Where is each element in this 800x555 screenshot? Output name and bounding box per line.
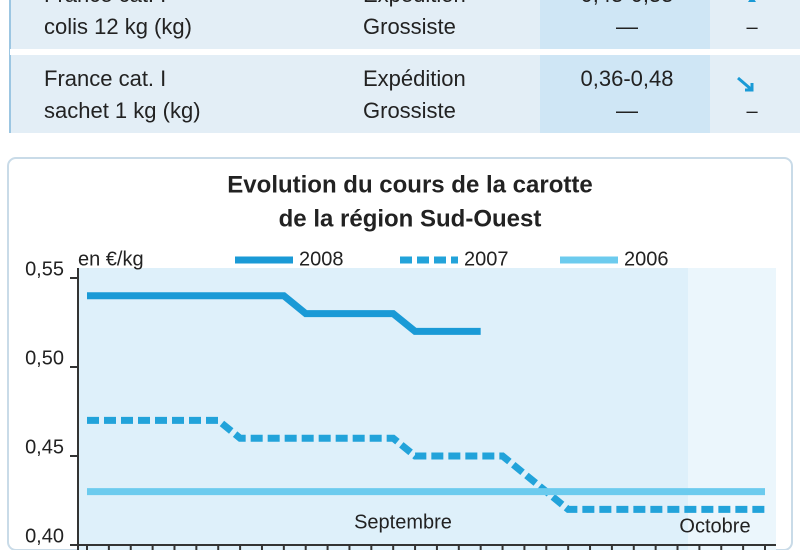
legend-label: 2008: [299, 248, 344, 270]
table-cell: Grossiste: [363, 14, 456, 39]
table-cell: Expédition: [363, 66, 466, 91]
month-band: [688, 268, 776, 550]
month-label: Octobre: [679, 515, 750, 537]
y-tick-label: 0,45: [25, 436, 64, 458]
table-cell: —: [616, 14, 638, 39]
table-cell: France cat. I: [44, 66, 166, 91]
trend-dash: –: [746, 16, 758, 38]
chart-title: de la région Sud-Ouest: [279, 205, 542, 232]
legend-label: 2007: [464, 248, 509, 270]
table-cell: Expédition: [363, 0, 466, 7]
y-tick-label: 0,55: [25, 258, 64, 280]
price-column: [540, 0, 710, 133]
table-cell: sachet 1 kg (kg): [44, 98, 201, 123]
y-axis-label: en €/kg: [78, 248, 144, 270]
series-line: [87, 292, 481, 335]
trend-arrow: [737, 76, 754, 92]
y-tick-label: 0,40: [25, 525, 64, 547]
legend-label: 2006: [624, 248, 669, 270]
table-cell: Grossiste: [363, 98, 456, 123]
table-cell: 0,36-0,48: [581, 66, 674, 91]
series-line: [87, 416, 765, 513]
y-tick-label: 0,50: [25, 347, 64, 369]
table-cell: France cat. I: [44, 0, 166, 7]
table-cell: colis 12 kg (kg): [44, 14, 192, 39]
table-cell: 0,45-0,55: [581, 0, 674, 7]
chart-title: Evolution du cours de la carotte: [227, 171, 592, 198]
trend-arrow: [748, 0, 756, 2]
trend-dash: –: [746, 100, 758, 122]
month-label: Septembre: [354, 511, 452, 533]
table-cell: —: [616, 98, 638, 123]
